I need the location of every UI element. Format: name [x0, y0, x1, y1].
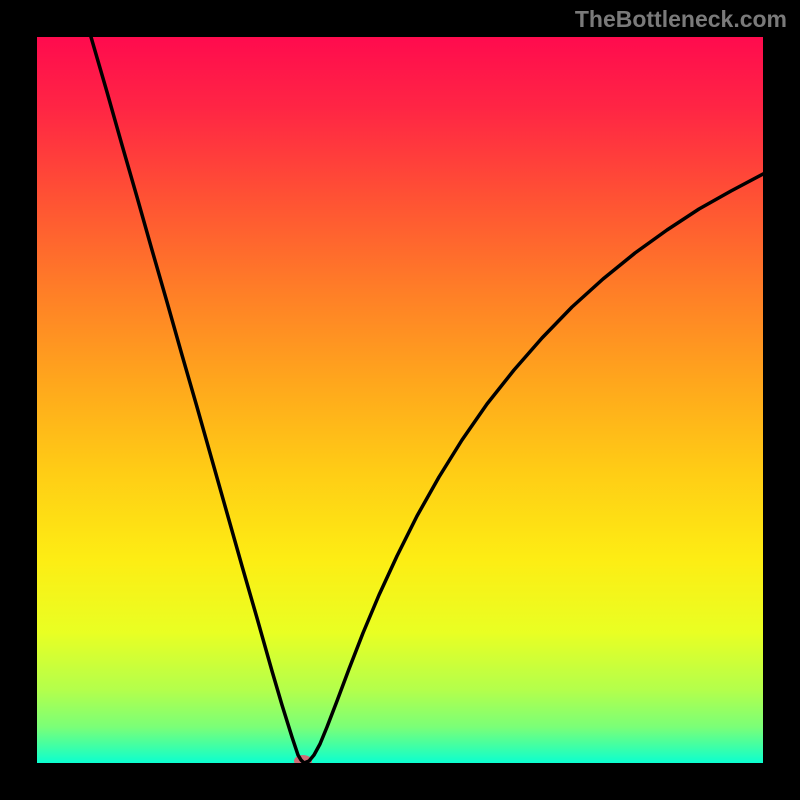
watermark-text: TheBottleneck.com — [575, 6, 787, 33]
plot-area — [37, 37, 763, 763]
chart-container: TheBottleneck.com — [0, 0, 800, 800]
bottleneck-curve-chart — [37, 37, 763, 763]
gradient-background — [37, 37, 763, 763]
